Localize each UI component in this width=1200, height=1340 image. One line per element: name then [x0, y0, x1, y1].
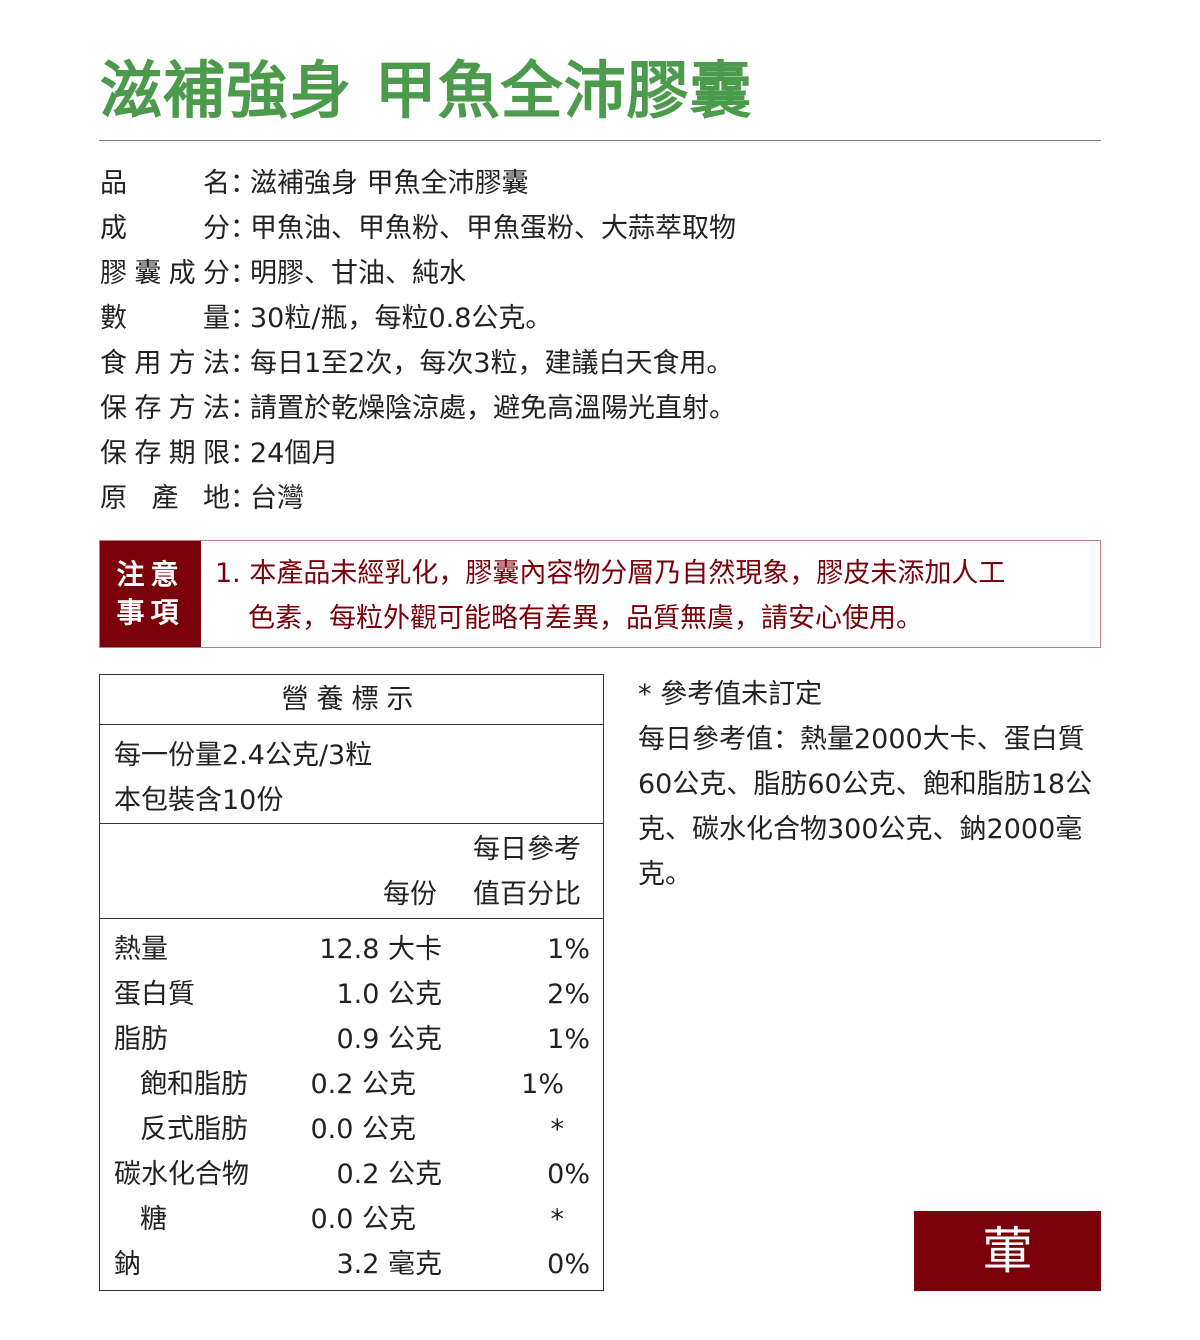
spec-value: 台灣 [250, 483, 304, 514]
spec-key: 原 產 地 [100, 483, 230, 514]
nutrient-pct: 2% [547, 979, 590, 1010]
nutrient-value: 3.2 毫克 [336, 1249, 442, 1280]
col-per-serving: 每份 [383, 879, 437, 910]
nutrient-row: 糖 0.0 公克 * [100, 1197, 603, 1242]
nutrient-value: 12.8 大卡 [319, 934, 442, 965]
spec-value: 甲魚油、甲魚粉、甲魚蛋粉、大蒜萃取物 [250, 213, 736, 244]
nutrient-row: 飽和脂肪 0.2 公克 1% [100, 1062, 603, 1107]
nutrient-value: 0.0 公克 [310, 1114, 416, 1145]
nutrient-pct: 0% [547, 1159, 590, 1190]
spec-row: 成 分：甲魚油、甲魚粉、甲魚蛋粉、大蒜萃取物 [100, 209, 736, 254]
spec-value: 請置於乾燥陰涼處，避免高溫陽光直射。 [250, 393, 736, 424]
nutrient-name: 飽和脂肪 [140, 1069, 248, 1100]
nutrient-row: 反式脂肪 0.0 公克 * [100, 1107, 603, 1152]
meat-seal: 葷 [914, 1211, 1101, 1291]
nutrient-value: 0.9 公克 [336, 1024, 442, 1055]
notice-line: 1. 本產品未經乳化，膠囊內容物分層乃自然現象，膠皮未添加人工 [215, 558, 1006, 589]
nutrient-name: 碳水化合物 [114, 1159, 249, 1190]
colon: ： [230, 258, 257, 289]
nutrient-row: 熱量 12.8 大卡 1% [100, 927, 603, 972]
nutrient-name: 鈉 [114, 1249, 141, 1280]
spec-value: 每日1至2次，每次3粒，建議白天食用。 [250, 348, 734, 379]
spec-key: 保存方法 [100, 393, 230, 424]
col-daily-line: 每日參考 [473, 834, 581, 865]
nutrient-pct: 1% [547, 934, 590, 965]
servings-per-package: 本包裝含10份 [114, 785, 284, 816]
spec-row: 保存方法：請置於乾燥陰涼處，避免高溫陽光直射。 [100, 389, 736, 434]
spec-row: 數 量： 30粒/瓶，每粒0.8公克。 [100, 299, 736, 344]
notice-line: 色素，每粒外觀可能略有差異，品質無虞，請安心使用。 [248, 603, 923, 634]
column-header: 每日參考 每份 值百分比 [100, 824, 603, 919]
spec-key: 數 量 [100, 303, 230, 334]
spec-value: 30粒/瓶，每粒0.8公克。 [250, 303, 553, 334]
colon: ： [230, 438, 257, 469]
divider [99, 140, 1101, 141]
nutrient-row: 鈉 3.2 毫克 0% [100, 1242, 603, 1287]
nutrient-name: 脂肪 [114, 1024, 168, 1055]
serving-info: 每一份量2.4公克/3粒 本包裝含10份 [100, 725, 603, 824]
nutrient-value: 0.2 公克 [310, 1069, 416, 1100]
notice-text: 1. 本產品未經乳化，膠囊內容物分層乃自然現象，膠皮未添加人工 色素，每粒外觀可… [201, 541, 1091, 647]
spec-key: 保存期限 [100, 438, 230, 469]
spec-value: 明膠、甘油、純水 [250, 258, 466, 289]
spec-key: 膠囊成分 [100, 258, 230, 289]
page-title: 滋補強身 甲魚全沛膠囊 [100, 54, 753, 127]
nutrient-name: 蛋白質 [114, 979, 195, 1010]
notice-label-line: 事項 [116, 596, 185, 629]
colon: ： [230, 168, 257, 199]
reference-notes: * 參考值未訂定 每日參考值：熱量2000大卡、蛋白質60公克、脂肪60公克、飽… [638, 672, 1108, 897]
colon: ： [230, 213, 257, 244]
spec-value: 24個月 [250, 438, 339, 469]
nutrition-title: 營養標示 [100, 675, 603, 725]
colon: ： [230, 483, 257, 514]
colon: ： [230, 393, 257, 424]
col-daily-line: 值百分比 [473, 879, 581, 910]
note-line: 每日參考值：熱量2000大卡、蛋白質60公克、脂肪60公克、飽和脂肪18公克、碳… [638, 724, 1093, 890]
nutrient-row: 蛋白質 1.0 公克 2% [100, 972, 603, 1017]
serving-size: 每一份量2.4公克/3粒 [114, 740, 373, 771]
spec-row: 保存期限： 24個月 [100, 434, 736, 479]
nutrient-pct: 1% [547, 1024, 590, 1055]
spec-row: 食用方法：每日1至2次，每次3粒，建議白天食用。 [100, 344, 736, 389]
nutrient-row: 碳水化合物 0.2 公克 0% [100, 1152, 603, 1197]
nutrient-row: 脂肪 0.9 公克 1% [100, 1017, 603, 1062]
nutrient-pct: 1% [521, 1069, 564, 1100]
notice-box: 注意 事項 1. 本產品未經乳化，膠囊內容物分層乃自然現象，膠皮未添加人工 色素… [99, 540, 1101, 648]
spec-row: 原 產 地：台灣 [100, 479, 736, 524]
spec-key: 成 分 [100, 213, 230, 244]
spec-key: 品 名 [100, 168, 230, 199]
spec-key: 食用方法 [100, 348, 230, 379]
spec-row: 膠囊成分：明膠、甘油、純水 [100, 254, 736, 299]
nutrient-value: 0.0 公克 [310, 1204, 416, 1235]
note-line: * 參考值未訂定 [638, 679, 823, 710]
spec-row: 品 名：滋補強身 甲魚全沛膠囊 [100, 164, 736, 209]
nutrient-value: 1.0 公克 [336, 979, 442, 1010]
nutrient-pct: * [550, 1114, 565, 1145]
nutrient-pct: * [550, 1204, 565, 1235]
nutrient-name: 熱量 [114, 934, 168, 965]
nutrient-pct: 0% [547, 1249, 590, 1280]
notice-label: 注意 事項 [100, 541, 201, 647]
colon: ： [230, 303, 257, 334]
nutrient-value: 0.2 公克 [336, 1159, 442, 1190]
spec-value: 滋補強身 甲魚全沛膠囊 [250, 168, 529, 199]
spec-list: 品 名：滋補強身 甲魚全沛膠囊 成 分：甲魚油、甲魚粉、甲魚蛋粉、大蒜萃取物 膠… [100, 164, 736, 524]
nutrient-name: 反式脂肪 [140, 1114, 248, 1145]
nutrient-name: 糖 [140, 1204, 167, 1235]
nutrition-table: 營養標示 每一份量2.4公克/3粒 本包裝含10份 每日參考 每份 值百分比 熱… [99, 674, 604, 1291]
colon: ： [230, 348, 257, 379]
notice-label-line: 注意 [116, 558, 185, 591]
